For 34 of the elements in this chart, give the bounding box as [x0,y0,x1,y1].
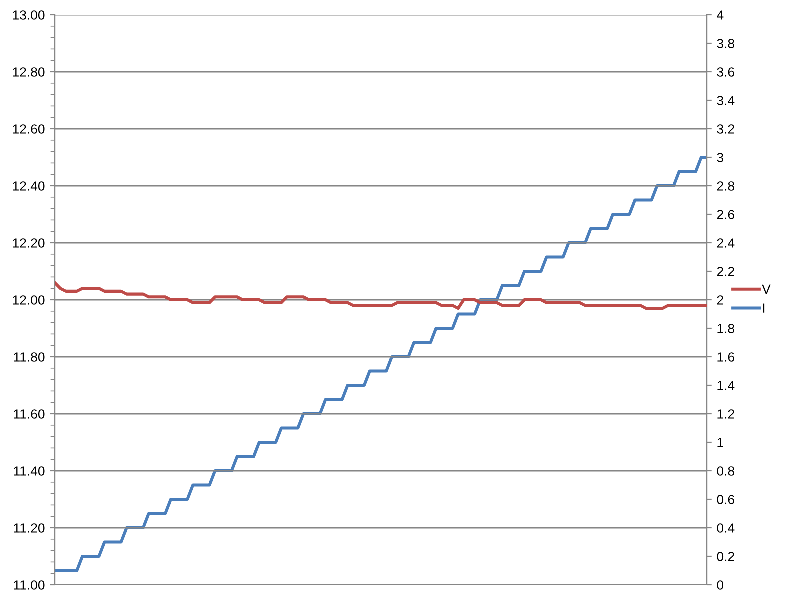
y2-tick-label: 2.6 [717,210,734,220]
y-tick-label: 11.60 [14,410,45,419]
y-tick-label: 13.00 [13,10,45,20]
y2-tick-label: 3.6 [717,68,734,77]
y2-tick-label: 1.2 [718,410,734,419]
y2-tick-label: 1.4 [718,381,735,390]
y2-tick-label: 2 [717,296,724,305]
y-tick-label: 11.20 [14,524,45,533]
y2-tick-label: 4 [717,10,724,20]
y2-tick-label: 2.2 [717,267,734,276]
y2-tick-label: 3 [717,153,724,162]
y-tick-label: 12.00 [13,296,45,305]
y2-tick-label: 1.8 [718,324,734,334]
y-tick-label: 11.00 [14,580,45,590]
y2-tick-label: 2.4 [717,238,735,248]
y2-tick-label: 3.8 [717,39,734,48]
y2-tick-label: 1.6 [718,352,734,362]
y-tick-label: 12.60 [13,124,45,134]
y-tick-label: 11.40 [14,466,45,476]
y2-tick-label: 0.8 [717,466,734,476]
y-tick-label: 12.40 [13,182,45,191]
y2-tick-label: 1 [718,438,724,448]
y2-tick-label: 0.6 [717,495,734,504]
y2-tick-label: 0.4 [717,524,735,533]
legend-label: I [763,304,765,313]
y2-tick-label: 0.2 [717,552,734,562]
y2-tick-label: 2.8 [717,182,734,191]
y2-tick-label: 0 [717,580,724,590]
y-tick-label: 11.80 [14,352,45,362]
legend-label: V [762,284,771,294]
y2-tick-label: 3.4 [717,96,735,106]
y-tick-label: 12.80 [13,68,45,77]
y-tick-label: 12.20 [13,238,45,248]
y2-tick-label: 3.2 [717,124,734,134]
